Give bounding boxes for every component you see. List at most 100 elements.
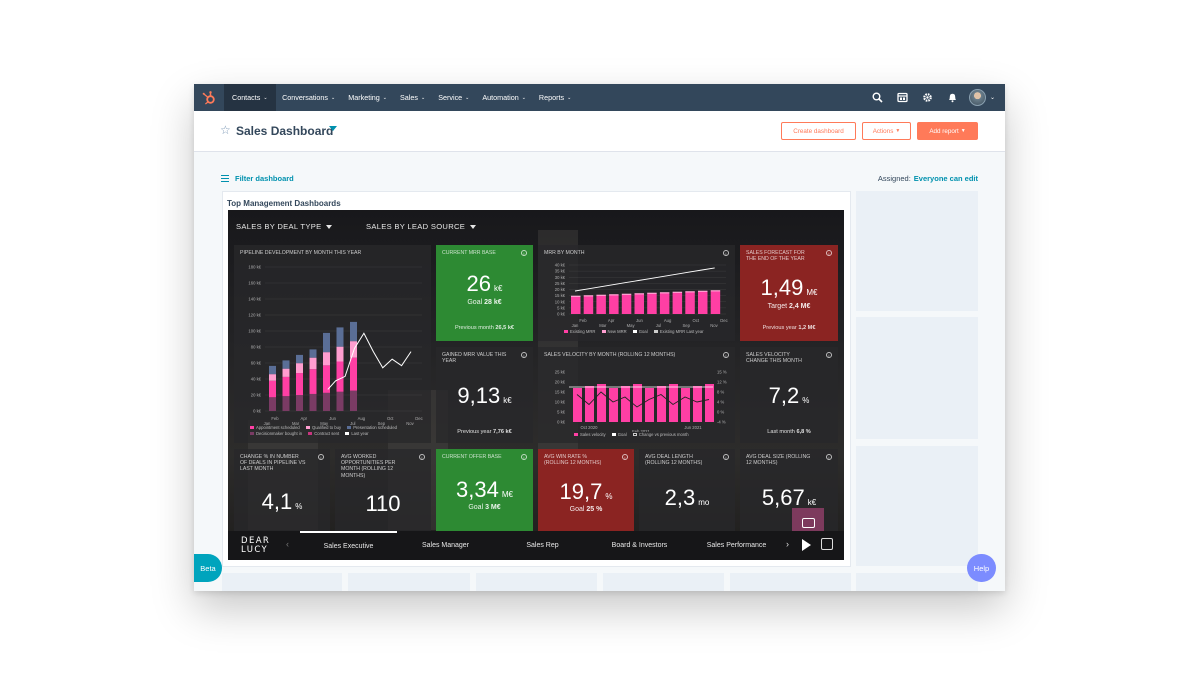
kpi-number: 19,7 bbox=[559, 479, 603, 504]
kpi-value: 19,7% bbox=[538, 479, 634, 505]
pipeline-development-tile[interactable]: PIPELINE DEVELOPMENT BY MONTH THIS YEAR … bbox=[234, 245, 431, 443]
kpi-goal: Goal 28 k€ bbox=[436, 299, 533, 306]
nav-label: Contacts bbox=[232, 93, 261, 102]
report-title: Top Management Dashboards bbox=[227, 199, 341, 208]
marketplace-icon[interactable] bbox=[890, 84, 915, 111]
help-button[interactable]: Help bbox=[967, 554, 996, 582]
avatar[interactable] bbox=[968, 89, 986, 106]
win-rate-tile[interactable]: AVG WIN RATE % (ROLLING 12 MONTHS) i 19,… bbox=[538, 449, 634, 531]
bar-segment bbox=[309, 393, 317, 411]
info-icon[interactable]: i bbox=[723, 352, 729, 358]
info-icon[interactable]: i bbox=[723, 250, 729, 256]
nav-label: Service bbox=[438, 93, 463, 102]
current-offer-tile[interactable]: CURRENT OFFER BASE i 3,34 M€ Goal 3 M€ bbox=[436, 449, 533, 531]
next-arrow-icon[interactable]: › bbox=[786, 539, 789, 549]
info-icon[interactable]: i bbox=[521, 454, 527, 460]
nav-conversations[interactable]: Conversations ⌄ bbox=[276, 84, 342, 111]
filter-dashboard-link[interactable]: Filter dashboard bbox=[235, 174, 294, 183]
tile-label: CURRENT MRR BASE bbox=[442, 250, 496, 256]
report-placeholder bbox=[856, 191, 978, 311]
goal-line bbox=[574, 267, 715, 292]
info-icon[interactable]: i bbox=[419, 454, 425, 460]
info-icon[interactable]: i bbox=[318, 454, 324, 460]
bar-segment bbox=[282, 360, 290, 369]
tick-label: Mar bbox=[292, 421, 300, 426]
nav-sales[interactable]: Sales ⌄ bbox=[394, 84, 432, 111]
tick-label: Oct 2020 bbox=[581, 425, 599, 430]
tab-sales-executive[interactable]: Sales Executive bbox=[300, 531, 397, 560]
bar bbox=[657, 386, 666, 422]
bar-top bbox=[698, 290, 708, 292]
sales-by-deal-type-dropdown[interactable]: SALES BY DEAL TYPE bbox=[236, 222, 333, 231]
assigned-value-link[interactable]: Everyone can edit bbox=[913, 174, 978, 183]
bar bbox=[659, 293, 670, 314]
beta-button[interactable]: Beta bbox=[194, 554, 222, 582]
actions-button[interactable]: Actions ▼ bbox=[862, 122, 911, 140]
fullscreen-icon[interactable] bbox=[821, 538, 833, 550]
tab-sales-rep[interactable]: Sales Rep bbox=[494, 531, 591, 560]
previous-arrow-icon[interactable]: ‹ bbox=[286, 539, 289, 549]
info-icon[interactable]: i bbox=[723, 454, 729, 460]
current-mrr-tile[interactable]: CURRENT MRR BASE i 26 k€ Goal 28 k€ Previ… bbox=[436, 245, 533, 341]
info-icon[interactable]: i bbox=[826, 352, 832, 358]
tick-label: 4 % bbox=[717, 400, 724, 405]
tick-label: 25 k€ bbox=[555, 281, 566, 286]
legend-label: Last year bbox=[351, 431, 369, 436]
nav-reports[interactable]: Reports ⌄ bbox=[532, 84, 577, 111]
legend-swatch bbox=[345, 432, 350, 435]
hubspot-logo-icon[interactable] bbox=[194, 84, 224, 111]
tick-label: May bbox=[627, 323, 636, 328]
mrr-by-month-tile[interactable]: MRR BY MONTH i 40 k€ 35 k€ 30 k€ 25 k€ 20 k€… bbox=[538, 245, 735, 341]
gained-mrr-tile[interactable]: GAINED MRR VALUE THIS YEAR i 9,13 k€ Prev… bbox=[436, 347, 533, 443]
tab-board-investors[interactable]: Board & Investors bbox=[591, 531, 688, 560]
info-icon[interactable]: i bbox=[826, 454, 832, 460]
info-icon[interactable]: i bbox=[521, 352, 527, 358]
settings-icon[interactable] bbox=[915, 84, 940, 111]
sales-by-lead-source-dropdown[interactable]: SALES BY LEAD SOURCE bbox=[366, 222, 477, 231]
nav-marketing[interactable]: Marketing ⌄ bbox=[342, 84, 394, 111]
chart-legend: Decisionmaker bought in Contract sent La… bbox=[250, 431, 369, 436]
deal-length-tile[interactable]: AVG DEAL LENGTH (ROLLING 12 MONTHS) i 2,… bbox=[639, 449, 735, 531]
bar bbox=[609, 295, 619, 314]
caret-down-icon[interactable] bbox=[329, 126, 337, 131]
tick-label: 5 k€ bbox=[557, 410, 566, 415]
avg-worked-opportunities-tile[interactable]: AVG WORKED OPPORTUNITIES PER MONTH (ROLL… bbox=[335, 449, 431, 531]
tab-sales-performance[interactable]: Sales Performance bbox=[688, 531, 785, 560]
sales-forecast-tile[interactable]: SALES FORECAST FOR THE END OF THE YEAR i… bbox=[740, 245, 838, 341]
bar bbox=[621, 386, 630, 422]
sales-velocity-tile[interactable]: SALES VELOCITY BY MONTH (ROLLING 12 MONT… bbox=[538, 347, 735, 443]
chevron-down-icon[interactable]: ⌄ bbox=[989, 95, 995, 101]
star-icon[interactable]: ☆ bbox=[220, 123, 231, 137]
goal-label: Goal bbox=[467, 299, 483, 306]
bar-segment bbox=[323, 332, 330, 353]
info-icon[interactable]: i bbox=[622, 454, 628, 460]
bar bbox=[698, 292, 708, 314]
legend-label: Change vs previous month bbox=[638, 432, 689, 437]
legend-label: Qualified to buy bbox=[311, 425, 342, 430]
deals-change-tile[interactable]: CHANGE % IN NUMBER OF DEALS IN PIPELINE … bbox=[234, 449, 330, 531]
nav-service[interactable]: Service ⌄ bbox=[432, 84, 476, 111]
tick-label: 100 k€ bbox=[248, 329, 261, 334]
nav-contacts[interactable]: Contacts ⌄ bbox=[224, 84, 276, 111]
tick-label: Jun 2021 bbox=[684, 425, 702, 430]
kpi-value: 26 k€ bbox=[436, 271, 533, 297]
goal-label: Goal bbox=[468, 504, 484, 511]
create-dashboard-button[interactable]: Create dashboard bbox=[781, 122, 856, 140]
velocity-change-tile[interactable]: SALES VELOCITY CHANGE THIS MONTH i 7,2% … bbox=[740, 347, 838, 443]
info-icon[interactable]: i bbox=[521, 250, 527, 256]
bar bbox=[583, 296, 594, 314]
legend-swatch bbox=[632, 330, 637, 333]
notifications-icon[interactable] bbox=[940, 84, 965, 111]
tick-label: 20 k€ bbox=[555, 287, 566, 292]
filter-icon[interactable] bbox=[221, 175, 229, 184]
goal-value: 28 k€ bbox=[484, 299, 502, 306]
tab-sales-manager[interactable]: Sales Manager bbox=[397, 531, 494, 560]
tick-label: Jul bbox=[350, 421, 355, 426]
bar-segment bbox=[296, 363, 303, 374]
info-icon[interactable]: i bbox=[826, 250, 832, 256]
footnote-label: Previous year bbox=[457, 429, 492, 435]
play-icon[interactable] bbox=[802, 539, 811, 551]
search-icon[interactable] bbox=[865, 84, 890, 111]
add-report-button[interactable]: Add report ▼ bbox=[917, 122, 978, 140]
nav-automation[interactable]: Automation ⌄ bbox=[476, 84, 533, 111]
